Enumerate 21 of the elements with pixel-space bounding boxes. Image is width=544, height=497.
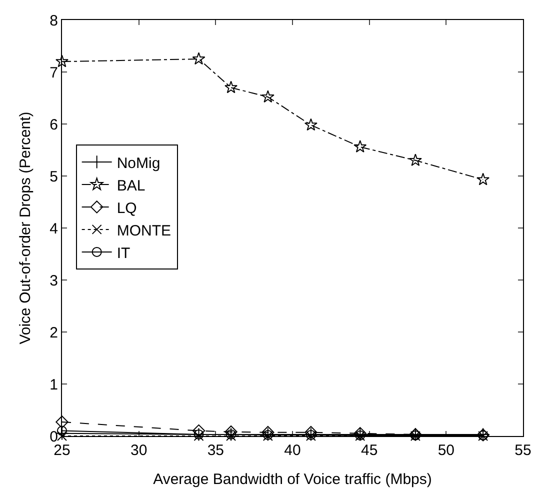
y-axis-title: Voice Out-of-order Drops (Percent)	[16, 112, 34, 344]
legend-label: LQ	[116, 200, 137, 217]
legend-label: MONTE	[116, 222, 171, 240]
y-tick-label: 8	[50, 12, 58, 30]
y-tick-label: 7	[50, 64, 58, 82]
legend-label: NoMig	[116, 154, 160, 172]
x-tick-label: 40	[284, 442, 301, 459]
x-tick-label: 30	[130, 442, 148, 459]
legend-label: BAL	[116, 177, 146, 194]
legend-label: IT	[116, 244, 130, 262]
x-tick-label: 45	[360, 442, 378, 459]
x-tick-label: 35	[207, 442, 224, 459]
y-tick-label: 3	[50, 272, 58, 290]
y-tick-label: 1	[50, 376, 58, 394]
x-tick-label: 55	[514, 442, 532, 459]
y-tick-label: 4	[50, 220, 58, 238]
y-tick-label: 2	[50, 324, 58, 342]
y-tick-label: 6	[50, 116, 58, 134]
x-axis-title: Average Bandwidth of Voice traffic (Mbps)	[153, 471, 432, 488]
x-tick-label: 50	[438, 442, 455, 459]
y-tick-label: 5	[50, 168, 58, 186]
